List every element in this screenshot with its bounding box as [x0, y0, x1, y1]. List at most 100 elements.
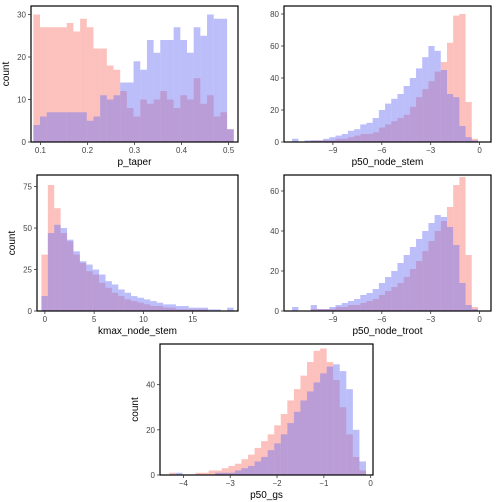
histogram-bar	[118, 296, 125, 311]
histogram-bar	[227, 129, 234, 142]
histogram-bar	[471, 309, 478, 311]
histogram-bar	[333, 364, 340, 475]
histogram-bar	[248, 454, 255, 475]
histogram-bar	[40, 27, 47, 142]
histogram-bar	[213, 116, 221, 142]
x-axis-title: p50_gs	[250, 490, 283, 501]
histogram-bar	[126, 82, 134, 142]
histogram-bar	[453, 245, 460, 311]
histogram-series	[169, 348, 366, 475]
histogram-bar	[221, 468, 229, 475]
histogram-bar	[111, 284, 119, 311]
histogram-bar	[339, 407, 347, 475]
histogram-bar	[267, 434, 275, 475]
histogram-bar	[261, 456, 268, 475]
histogram-bar	[215, 470, 222, 475]
histogram-bar	[372, 299, 379, 311]
y-axis-title: count	[1, 62, 12, 87]
histogram-bar	[146, 103, 154, 142]
x-tick-label: −3	[426, 315, 436, 324]
histogram-bar	[354, 135, 361, 142]
x-tick-label: 0	[477, 146, 482, 155]
y-tick-label: 0	[275, 307, 280, 316]
histogram-bar	[440, 70, 447, 142]
histogram-bar	[428, 81, 435, 142]
histogram-bar	[175, 472, 183, 475]
panel-frame	[283, 5, 492, 143]
histogram-bar	[140, 99, 147, 142]
histogram-bar	[440, 221, 447, 311]
histogram-bar	[329, 307, 336, 311]
histogram-bar	[40, 116, 47, 142]
histogram-bar	[100, 48, 107, 142]
histogram-bar	[201, 307, 208, 311]
x-tick-label: 0	[477, 315, 482, 324]
histogram-bar	[346, 389, 353, 475]
histogram-bar	[47, 184, 55, 311]
y-tick-label: 10	[17, 96, 26, 105]
histogram-bar	[93, 48, 101, 142]
histogram-bar	[354, 129, 361, 142]
histogram-bar	[360, 124, 367, 142]
histogram-bar	[180, 95, 187, 142]
histogram-bar	[320, 373, 327, 475]
histogram-bar	[397, 94, 404, 142]
x-tick-label: −1	[319, 479, 329, 488]
histogram-bar	[359, 470, 366, 475]
histogram-series	[310, 14, 478, 143]
histogram-bar	[366, 293, 373, 311]
histogram-bar	[310, 305, 317, 311]
histogram-bar	[80, 112, 87, 142]
histogram-bar	[180, 40, 187, 142]
histogram-bar	[391, 98, 398, 142]
histogram-bar	[93, 116, 101, 142]
histogram-bar	[292, 138, 299, 142]
histogram-bar	[306, 362, 314, 475]
panel-frame	[159, 343, 374, 476]
histogram-bar	[306, 391, 314, 475]
histogram-bar	[200, 103, 208, 142]
histogram-bar	[188, 309, 196, 311]
histogram-bar	[422, 57, 429, 143]
histogram-bar	[329, 309, 336, 311]
histogram-bar	[335, 138, 342, 142]
plot-area	[169, 348, 366, 475]
chart-panel: 0.1 0.2 0.3 0.4 0.5 0 10 20 30 p_taper count	[1, 5, 239, 168]
histogram-bar	[163, 307, 170, 311]
histogram-bar	[293, 411, 301, 475]
histogram-bar	[360, 303, 367, 311]
histogram-bar	[267, 450, 275, 475]
histogram-bar	[459, 283, 466, 311]
histogram-bar	[316, 309, 324, 311]
histogram-bar	[280, 434, 288, 475]
histogram-bar	[403, 86, 410, 142]
histogram-bar	[92, 274, 100, 311]
histogram-bar	[409, 78, 417, 142]
histogram-bar	[220, 18, 228, 142]
y-tick-label: 20	[270, 106, 279, 115]
histogram-bar	[347, 305, 355, 311]
histogram-bar	[207, 95, 214, 142]
histogram-bar	[316, 140, 324, 142]
histogram-bar	[329, 140, 336, 142]
histogram-bar	[106, 65, 114, 142]
histogram-bar	[459, 14, 466, 142]
histogram-bar	[182, 306, 189, 311]
histogram-bar	[131, 301, 138, 311]
histogram-bar	[73, 112, 81, 142]
histogram-bar	[323, 309, 330, 311]
histogram-bar	[163, 304, 170, 311]
histogram-bar	[169, 304, 176, 311]
x-tick-label: −3	[226, 479, 236, 488]
histogram-bar	[215, 472, 222, 475]
chart-panel: −4 −3 −2 −1 0 0 20 40 p50_gs count	[130, 343, 374, 501]
histogram-bar	[403, 255, 410, 311]
histogram-bar	[46, 112, 54, 142]
histogram-bar	[227, 307, 234, 311]
histogram-bar	[304, 140, 311, 142]
histogram-bar	[175, 306, 183, 311]
y-tick-label: 20	[270, 267, 279, 276]
histogram-bar	[67, 239, 74, 311]
histogram-bar	[201, 309, 208, 311]
y-tick-label: 20	[146, 426, 155, 435]
